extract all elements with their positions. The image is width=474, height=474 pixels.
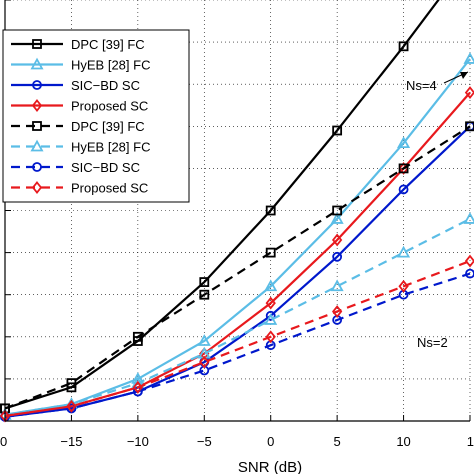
x-tick-label: 0 — [0, 434, 7, 449]
series-line — [4, 259, 471, 417]
circle-marker — [332, 251, 343, 262]
triangle-marker — [30, 139, 44, 152]
triangle-marker — [463, 52, 474, 64]
annotation-arrowhead-ns4 — [460, 72, 468, 79]
diamond-marker — [464, 86, 474, 100]
square-marker — [398, 163, 409, 174]
annotation-ns2: Ns=2 — [417, 335, 448, 350]
legend-entry: SIC−BD SC — [11, 160, 140, 175]
x-tick-label: −5 — [197, 434, 212, 449]
square-marker — [132, 331, 143, 342]
legend-entry: HyEB [28] FC — [11, 140, 150, 155]
diamond-marker — [31, 181, 43, 194]
series-line — [4, 272, 471, 418]
square-marker — [465, 121, 474, 132]
triangle-marker — [330, 212, 344, 224]
diamond-marker — [31, 99, 43, 112]
x-tick-label: 5 — [334, 434, 341, 449]
square-marker — [66, 378, 77, 389]
circle-marker — [265, 310, 276, 321]
square-marker — [32, 121, 42, 131]
legend-label: SIC−BD SC — [71, 160, 140, 175]
triangle-marker — [463, 212, 474, 224]
series-line — [4, 125, 471, 410]
x-tick-labels: 0 −15 −10 −5 0 5 10 1 — [0, 434, 474, 449]
legend-label: DPC [39] FC — [71, 119, 145, 134]
annotation-ns4: Ns=4 — [406, 78, 437, 93]
diamond-marker — [331, 305, 343, 318]
series-layer — [0, 0, 474, 423]
diamond-marker — [464, 254, 474, 268]
legend-entry: Proposed SC — [11, 181, 148, 196]
triangle-marker — [330, 279, 344, 292]
square-marker — [265, 247, 276, 258]
diamond-marker — [265, 296, 276, 310]
legend-label: HyEB [28] FC — [71, 58, 150, 73]
diamond-marker — [132, 380, 144, 394]
legend-entry: HyEB [28] FC — [11, 58, 150, 73]
legend-entry: SIC−BD SC — [11, 78, 140, 93]
triangle-marker — [264, 313, 278, 325]
series-7 — [0, 268, 474, 422]
x-tick-label: 1 — [467, 434, 474, 449]
x-tick-label: −15 — [60, 434, 82, 449]
legend-entry: DPC [39] FC — [11, 37, 145, 52]
triangle-marker — [197, 334, 211, 346]
square-marker — [199, 277, 210, 287]
square-marker — [332, 205, 343, 216]
x-tick-label: 0 — [267, 434, 274, 449]
x-axis-label: SNR (dB) — [238, 459, 302, 474]
x-tick-label: −10 — [127, 434, 149, 449]
triangle-marker — [30, 57, 44, 70]
annotations: Ns=4 Ns=2 — [406, 71, 469, 350]
legend-label: Proposed SC — [71, 181, 148, 196]
legend-label: HyEB [28] FC — [71, 140, 150, 155]
diamond-marker — [331, 233, 343, 247]
circle-marker — [32, 162, 42, 172]
diamond-marker — [66, 399, 77, 413]
legend-label: SIC−BD SC — [71, 78, 140, 93]
square-marker — [265, 205, 276, 216]
series-line — [4, 0, 440, 410]
square-marker — [199, 289, 210, 300]
legend-entry: DPC [39] FC — [11, 119, 145, 134]
legend-box — [2, 29, 190, 203]
triangle-marker — [397, 136, 411, 149]
legend-entry: Proposed SC — [11, 99, 148, 114]
square-marker — [32, 39, 42, 49]
legend-label: DPC [39] FC — [71, 37, 145, 52]
series-line — [4, 217, 471, 416]
triangle-marker — [264, 279, 278, 292]
square-marker — [332, 125, 343, 136]
series-8 — [0, 254, 474, 423]
legend: DPC [39] FC HyEB [28] FC SIC−BD SC Proposed… — [2, 29, 190, 203]
square-marker — [398, 41, 409, 52]
triangle-marker — [397, 245, 411, 258]
diamond-marker — [265, 330, 276, 344]
circle-marker — [465, 268, 474, 279]
circle-marker — [398, 184, 409, 195]
circle-marker — [32, 80, 42, 90]
diamond-marker — [398, 279, 409, 293]
diamond-marker — [199, 355, 210, 369]
legend-label: Proposed SC — [71, 99, 148, 114]
x-tick-label: 10 — [396, 434, 410, 449]
